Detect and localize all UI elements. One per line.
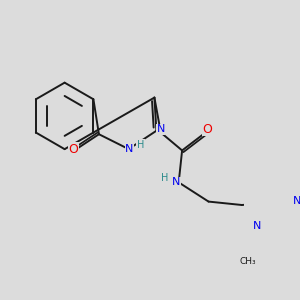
Text: N: N — [293, 196, 300, 206]
Text: H: H — [161, 173, 169, 183]
Text: N: N — [253, 221, 261, 231]
Text: N: N — [157, 124, 165, 134]
Text: O: O — [68, 143, 78, 156]
Text: N: N — [172, 177, 180, 188]
Text: H: H — [137, 140, 144, 150]
Text: CH₃: CH₃ — [239, 257, 256, 266]
Text: N: N — [125, 144, 134, 154]
Text: O: O — [203, 123, 213, 136]
